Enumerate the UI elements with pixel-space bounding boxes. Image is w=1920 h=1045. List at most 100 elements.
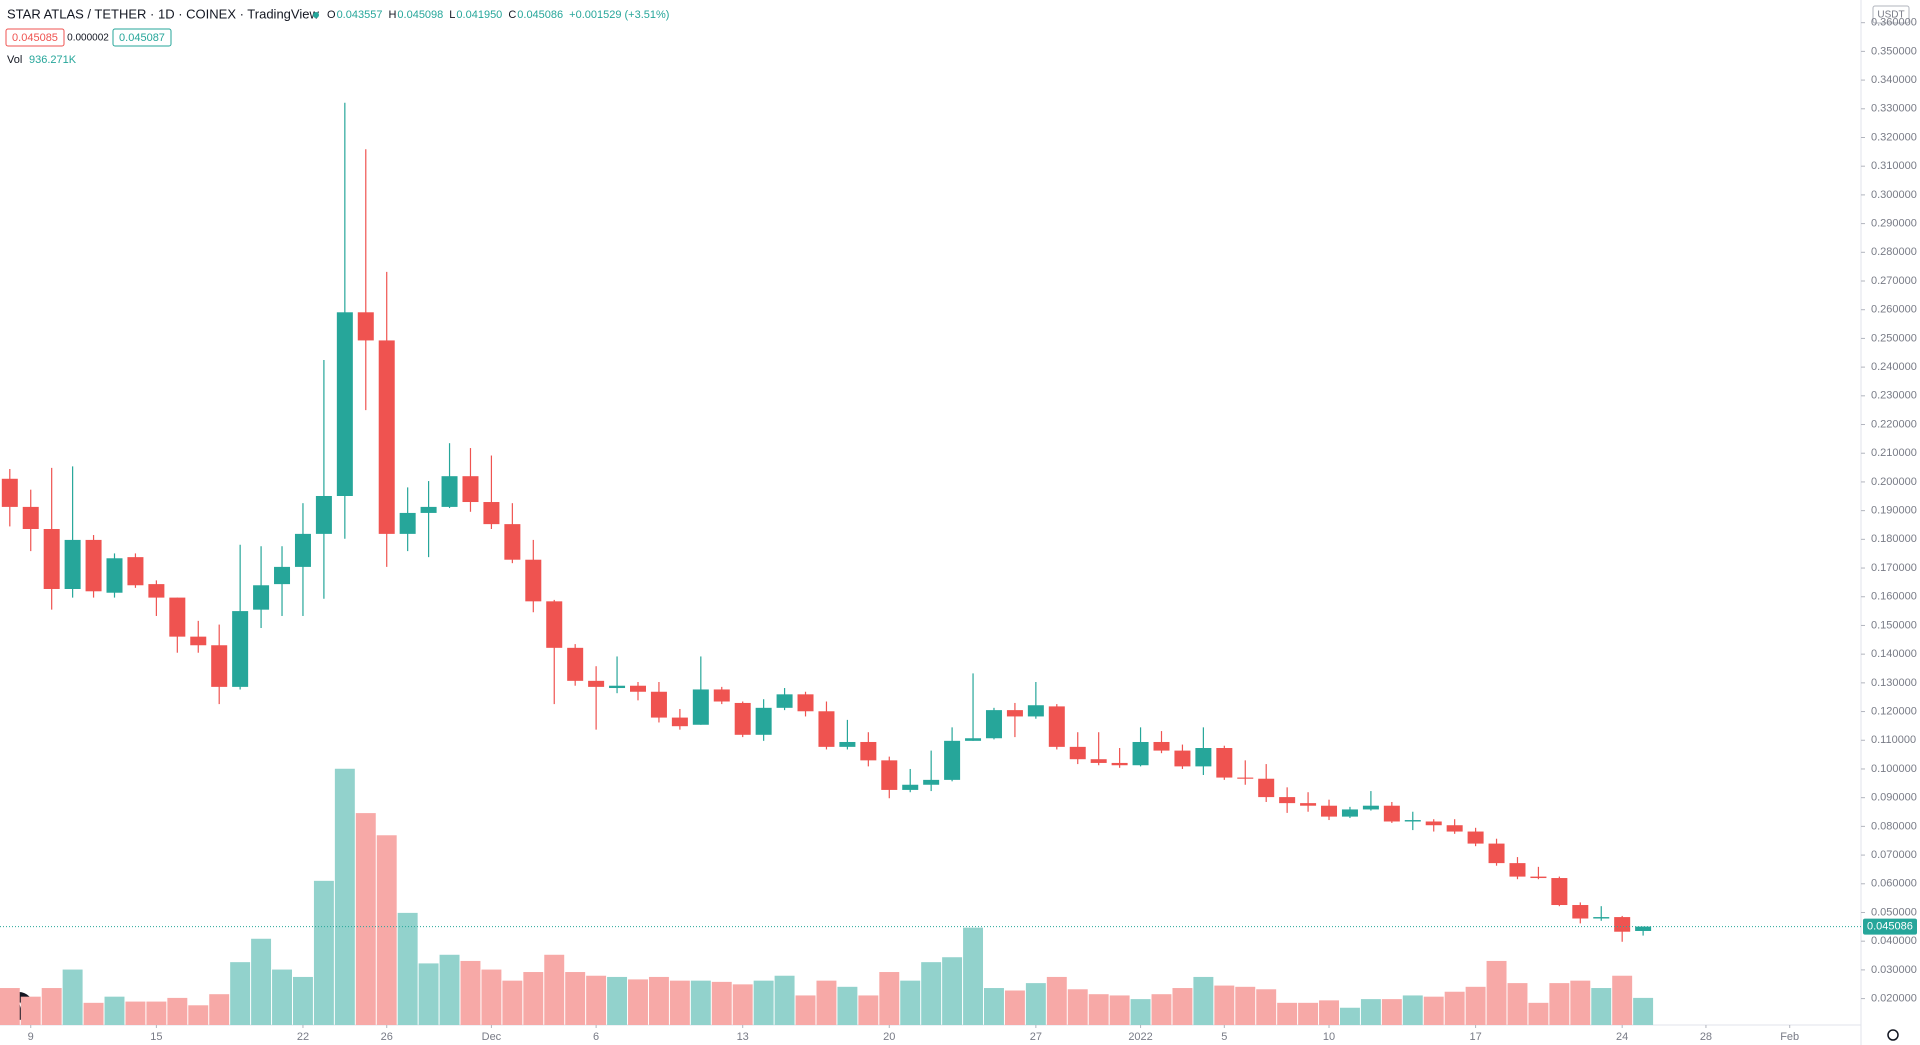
candle-body: [420, 506, 437, 513]
status-dot: [313, 12, 319, 18]
candle-body: [1153, 741, 1170, 751]
y-tick-label: 0.290000: [1871, 218, 1917, 230]
volume-bar: [1549, 983, 1570, 1025]
ohlc-key: C: [508, 9, 516, 21]
x-tick-label: 6: [593, 1031, 599, 1043]
volume-bar: [711, 981, 732, 1025]
volume-bar: [1486, 960, 1507, 1025]
candle-body: [1132, 741, 1149, 766]
ask-box[interactable]: [112, 28, 172, 47]
volume-bar: [1130, 999, 1151, 1025]
volume-bar: [83, 1002, 104, 1025]
y-tick-label: 0.280000: [1871, 246, 1917, 258]
candle-body: [127, 557, 144, 586]
ohlc-value: 0.041950: [456, 9, 502, 21]
candle-body: [315, 495, 332, 534]
candle-body: [22, 506, 39, 530]
candle-body: [1027, 705, 1044, 717]
volume-bar: [460, 960, 481, 1025]
y-tick-label: 0.090000: [1871, 792, 1917, 804]
volume-bar: [942, 957, 963, 1025]
y-tick-label: 0.350000: [1871, 45, 1917, 57]
candle-body: [692, 689, 709, 725]
volume-bar: [292, 976, 313, 1025]
ohlc-key: H: [388, 9, 396, 21]
x-tick-label: 15: [150, 1031, 162, 1043]
volume-bar: [669, 980, 690, 1025]
last-price-box: [1863, 918, 1917, 935]
y-tick-label: 0.170000: [1871, 562, 1917, 574]
candle-body: [1279, 797, 1296, 804]
candle-body: [1635, 926, 1652, 931]
volume-bar: [523, 972, 544, 1025]
candle-body: [336, 312, 353, 496]
candle-body: [1069, 746, 1086, 760]
x-tick-label: 5: [1221, 1031, 1227, 1043]
candle-body: [232, 611, 249, 687]
volume-bar: [1004, 990, 1025, 1025]
y-tick-label: 0.340000: [1871, 74, 1917, 86]
x-tick-label: 27: [1030, 1031, 1042, 1043]
volume-bar: [1612, 975, 1633, 1025]
volume-bar: [209, 994, 230, 1025]
volume-bar: [1319, 1000, 1339, 1025]
candle-body: [839, 741, 856, 747]
candle-body: [944, 740, 961, 780]
candle-body: [1006, 710, 1023, 717]
candle-body: [755, 707, 772, 735]
volume-bar: [313, 880, 334, 1025]
y-tick-label: 0.060000: [1871, 878, 1917, 890]
volume-bar: [272, 969, 292, 1025]
candle-body: [776, 694, 793, 708]
vol-value: 936.271K: [29, 54, 77, 66]
volume-bar: [628, 979, 648, 1025]
volume-bar: [607, 976, 628, 1025]
candle-body: [546, 601, 563, 648]
candle-body: [1195, 748, 1212, 767]
volume-bar: [774, 975, 795, 1025]
volume-bar: [439, 954, 460, 1025]
volume-bar: [648, 976, 669, 1025]
volume-bar: [1235, 986, 1256, 1025]
candle-body: [1174, 750, 1191, 767]
y-tick-label: 0.270000: [1871, 275, 1917, 287]
candle-body: [483, 502, 500, 525]
volume-bar: [1528, 1002, 1549, 1025]
volume-bar: [1507, 983, 1528, 1025]
y-tick-label: 0.300000: [1871, 189, 1917, 201]
legend: STAR ATLAS / TETHER · 1D · COINEX · Trad…: [7, 6, 669, 21]
volume-bar: [565, 972, 586, 1025]
volume-bar: [1591, 988, 1612, 1025]
y-tick-label: 0.180000: [1871, 533, 1917, 545]
y-tick-label: 0.360000: [1871, 17, 1917, 29]
volume-bar: [125, 1001, 146, 1025]
spread: 0.000002: [67, 33, 109, 44]
volume-bar: [1570, 980, 1591, 1025]
y-tick-label: 0.200000: [1871, 476, 1917, 488]
candle-body: [1321, 805, 1338, 817]
ohlc-key: L: [449, 9, 455, 21]
x-tick-label: Dec: [482, 1031, 502, 1043]
y-tick-label: 0.150000: [1871, 619, 1917, 631]
volume-bar: [921, 962, 942, 1025]
candle-body: [399, 512, 416, 534]
volume-bar: [20, 996, 41, 1025]
candle-body: [650, 691, 667, 718]
candle-body: [567, 647, 584, 681]
volume-bar: [1360, 999, 1381, 1025]
volume-bar: [963, 927, 984, 1025]
settings-icon[interactable]: [1887, 1029, 1899, 1041]
volume-bar: [481, 969, 502, 1025]
candle-body: [1425, 821, 1442, 826]
vol-key: Vol: [7, 54, 22, 66]
y-tick-label: 0.220000: [1871, 418, 1917, 430]
candle-body: [211, 645, 228, 687]
y-tick-label: 0.130000: [1871, 677, 1917, 689]
bid-box[interactable]: [5, 28, 65, 47]
currency-badge[interactable]: [1872, 5, 1910, 24]
candle-body: [985, 710, 1002, 739]
bid: 0.045085: [12, 32, 58, 44]
candle-body: [671, 717, 688, 727]
